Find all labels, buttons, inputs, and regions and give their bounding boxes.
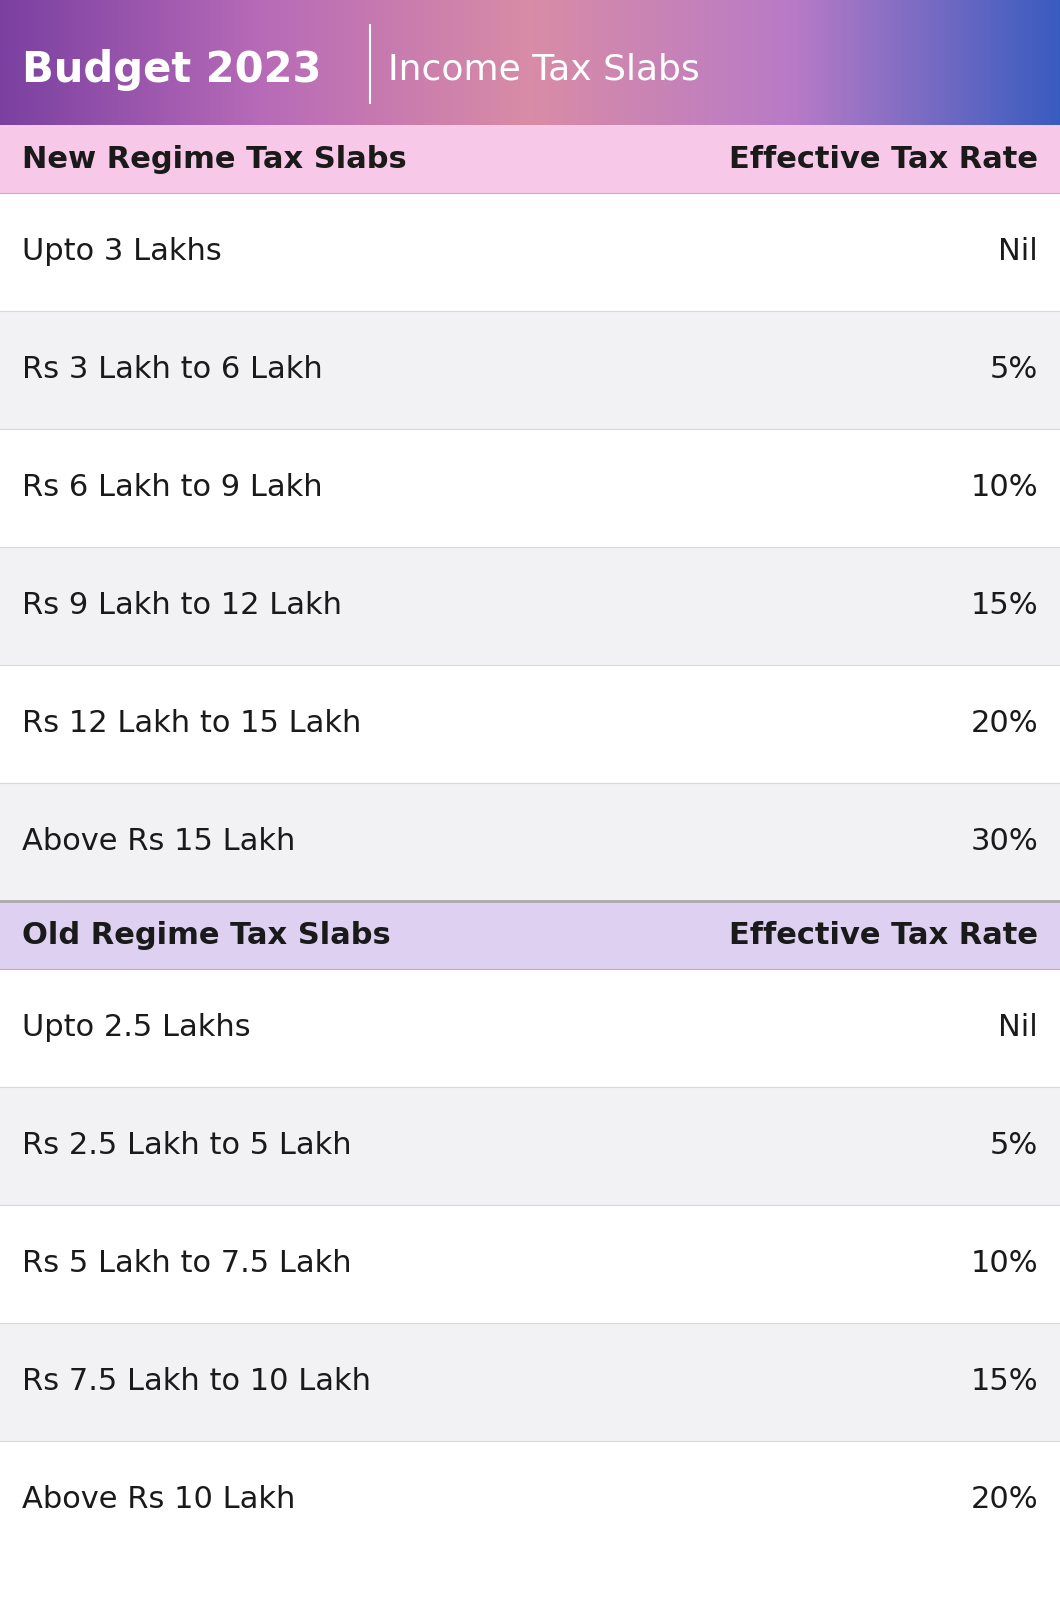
Text: 30%: 30% [970, 828, 1038, 857]
Bar [0, 125, 1060, 192]
Bar [0, 783, 1060, 901]
Text: Above Rs 10 Lakh: Above Rs 10 Lakh [22, 1485, 296, 1514]
Text: Budget 2023: Budget 2023 [22, 50, 321, 91]
Bar [0, 311, 1060, 428]
Text: Old Regime Tax Slabs: Old Regime Tax Slabs [22, 921, 391, 950]
Text: Rs 3 Lakh to 6 Lakh: Rs 3 Lakh to 6 Lakh [22, 356, 322, 385]
Text: Rs 6 Lakh to 9 Lakh: Rs 6 Lakh to 9 Lakh [22, 473, 322, 502]
Text: Rs 5 Lakh to 7.5 Lakh: Rs 5 Lakh to 7.5 Lakh [22, 1250, 352, 1278]
Text: 15%: 15% [970, 592, 1038, 621]
Text: Effective Tax Rate: Effective Tax Rate [729, 144, 1038, 173]
Bar [0, 1205, 1060, 1323]
Bar [0, 1088, 1060, 1205]
Bar [0, 428, 1060, 547]
Text: Nil: Nil [999, 237, 1038, 266]
Text: Rs 7.5 Lakh to 10 Lakh: Rs 7.5 Lakh to 10 Lakh [22, 1368, 371, 1397]
Bar [0, 1559, 1060, 1604]
Text: 5%: 5% [990, 1131, 1038, 1161]
Text: 20%: 20% [970, 709, 1038, 738]
Bar [0, 1323, 1060, 1440]
Bar [0, 547, 1060, 666]
Text: New Regime Tax Slabs: New Regime Tax Slabs [22, 144, 407, 173]
Text: 15%: 15% [970, 1368, 1038, 1397]
Text: 10%: 10% [970, 473, 1038, 502]
Text: 20%: 20% [970, 1485, 1038, 1514]
Text: Upto 2.5 Lakhs: Upto 2.5 Lakhs [22, 1014, 250, 1043]
Text: Rs 2.5 Lakh to 5 Lakh: Rs 2.5 Lakh to 5 Lakh [22, 1131, 352, 1161]
Text: 10%: 10% [970, 1250, 1038, 1278]
Text: Rs 9 Lakh to 12 Lakh: Rs 9 Lakh to 12 Lakh [22, 592, 342, 621]
Bar [0, 969, 1060, 1088]
Text: Rs 12 Lakh to 15 Lakh: Rs 12 Lakh to 15 Lakh [22, 709, 361, 738]
Bar [0, 1440, 1060, 1559]
Text: Upto 3 Lakhs: Upto 3 Lakhs [22, 237, 222, 266]
Text: Income Tax Slabs: Income Tax Slabs [388, 53, 700, 87]
Text: Above Rs 15 Lakh: Above Rs 15 Lakh [22, 828, 296, 857]
Bar [0, 901, 1060, 969]
Bar [0, 666, 1060, 783]
Text: Effective Tax Rate: Effective Tax Rate [729, 921, 1038, 950]
Text: Nil: Nil [999, 1014, 1038, 1043]
Bar [0, 192, 1060, 311]
Text: 5%: 5% [990, 356, 1038, 385]
